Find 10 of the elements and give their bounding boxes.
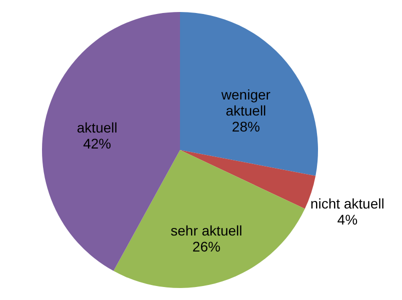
data-label: 4% bbox=[337, 211, 358, 228]
slice-label: aktuell bbox=[76, 120, 118, 136]
slice-label: sehr aktuell bbox=[170, 222, 242, 238]
pie-slice bbox=[180, 12, 318, 176]
slice-label: nicht aktuell bbox=[310, 195, 384, 212]
data-label: 28% bbox=[232, 118, 260, 134]
pie-slice bbox=[114, 150, 305, 288]
data-label: 26% bbox=[192, 238, 220, 254]
data-label: 42% bbox=[83, 136, 112, 152]
slice-label: weniger aktuell bbox=[220, 86, 271, 118]
